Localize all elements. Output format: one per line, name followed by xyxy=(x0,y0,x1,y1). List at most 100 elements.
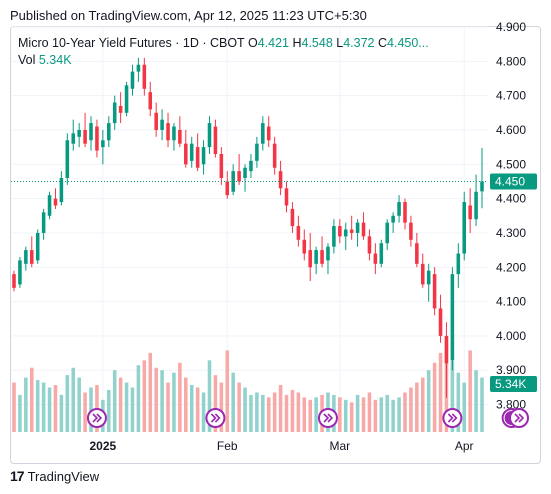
dividend-event-icon[interactable] xyxy=(86,408,107,428)
candle-body xyxy=(302,239,307,254)
candle-body xyxy=(148,92,153,110)
candle-body xyxy=(107,123,111,141)
published-header: Published on TradingView.com, Apr 12, 20… xyxy=(10,8,367,23)
candle-body xyxy=(355,222,360,233)
candle-body xyxy=(142,64,147,89)
candle-body xyxy=(409,222,413,240)
chart-legend: Micro 10-Year Yield Futures · 1D · CBOT … xyxy=(18,36,429,50)
footer: 17 TradingView xyxy=(10,468,99,484)
volume-bar xyxy=(83,392,87,432)
candle-body xyxy=(166,123,170,141)
chart-grid xyxy=(11,26,488,432)
volume-bar xyxy=(112,370,117,432)
volume-bar xyxy=(456,372,461,432)
brand-name[interactable]: TradingView xyxy=(27,468,100,484)
candle-body xyxy=(255,143,259,161)
candle-body xyxy=(332,226,336,247)
candle-body xyxy=(178,129,182,144)
candle-body xyxy=(71,133,76,144)
time-axis: 2025 Feb Mar Apr xyxy=(90,439,474,453)
volume-bar xyxy=(154,367,158,432)
volume-bar xyxy=(432,362,437,432)
candle-body xyxy=(444,335,449,364)
volume-bar xyxy=(18,394,22,432)
candle-body xyxy=(195,147,200,168)
candle-body xyxy=(338,226,342,237)
candle-body xyxy=(160,119,164,130)
candle-body xyxy=(41,212,46,233)
candle-body xyxy=(284,188,289,206)
candle-body xyxy=(468,205,472,220)
time-tick-label: Mar xyxy=(329,439,350,453)
candle-body xyxy=(29,250,34,264)
low-value: 4.372 xyxy=(343,36,375,50)
symbol-title[interactable]: Micro 10-Year Yield Futures · 1D · CBOT xyxy=(18,36,245,50)
price-tick-label: 4.100 xyxy=(496,295,526,309)
candle-body xyxy=(415,243,419,264)
candle-body xyxy=(118,105,123,113)
last-volume-badge xyxy=(490,376,537,392)
price-tick-label: 4.700 xyxy=(496,89,526,103)
volume-bar xyxy=(403,392,407,432)
candle-body xyxy=(18,260,22,285)
candle-body xyxy=(266,126,271,141)
price-tick-label: 4.800 xyxy=(496,54,526,68)
volume-bar xyxy=(24,377,28,432)
candle-body xyxy=(12,274,16,288)
candle-body xyxy=(65,140,70,179)
volume-bar xyxy=(302,397,307,432)
close-label: C xyxy=(377,36,388,50)
candle-body xyxy=(77,129,81,137)
time-tick-label: Apr xyxy=(455,439,474,453)
volume-bar xyxy=(255,392,259,432)
volume-bar xyxy=(71,367,76,432)
volume-bar xyxy=(29,367,34,432)
volume-bar xyxy=(343,399,348,432)
volume-bar xyxy=(284,394,289,432)
volume-bar xyxy=(420,377,425,432)
volume-bar xyxy=(195,387,200,432)
candles xyxy=(12,57,484,398)
time-tick-label: Feb xyxy=(217,439,238,453)
volume-bar xyxy=(278,385,283,432)
volume-bar xyxy=(272,392,277,432)
high-label: H xyxy=(292,36,302,50)
low-label: L xyxy=(336,36,344,50)
candle-body xyxy=(326,246,330,261)
candle-body xyxy=(385,222,389,244)
volume-bar xyxy=(296,392,301,432)
time-tick-label: 2025 xyxy=(90,439,117,453)
volume-bar xyxy=(53,385,58,432)
candle-body xyxy=(367,236,372,254)
dividend-event-icon[interactable] xyxy=(317,408,338,428)
tradingview-logo-icon[interactable]: 17 xyxy=(10,468,25,484)
candle-body xyxy=(462,202,467,254)
candle-body xyxy=(361,222,366,237)
volume-bar xyxy=(172,372,176,432)
price-tick-label: 3.900 xyxy=(496,363,526,377)
volume-bar xyxy=(367,392,372,432)
dividend-event-icon[interactable] xyxy=(509,408,529,428)
candle-body xyxy=(397,202,401,216)
volume-bar xyxy=(409,387,413,432)
volume-bar xyxy=(160,370,164,432)
candle-body xyxy=(480,181,484,192)
volume-bar xyxy=(136,365,141,432)
chevron-glyph xyxy=(323,413,334,423)
dividend-event-icon[interactable] xyxy=(442,408,463,428)
price-tick-label: 4.900 xyxy=(496,20,526,34)
candle-body xyxy=(237,171,241,182)
candle-body xyxy=(432,274,437,309)
candle-body xyxy=(83,129,87,144)
candle-body xyxy=(184,143,188,165)
dividend-event-icon[interactable] xyxy=(205,408,226,428)
volume-bar xyxy=(142,360,147,432)
price-axis: 4.900 4.800 4.700 4.600 4.500 4.400 4.300 4.200… xyxy=(496,20,526,412)
volume-bar xyxy=(59,394,64,432)
candle-body xyxy=(343,229,348,237)
volume-bar xyxy=(426,370,431,432)
price-tick-label: 4.600 xyxy=(496,123,526,137)
candle-body xyxy=(130,71,135,89)
volume-legend: Vol 5.34K xyxy=(18,53,72,67)
